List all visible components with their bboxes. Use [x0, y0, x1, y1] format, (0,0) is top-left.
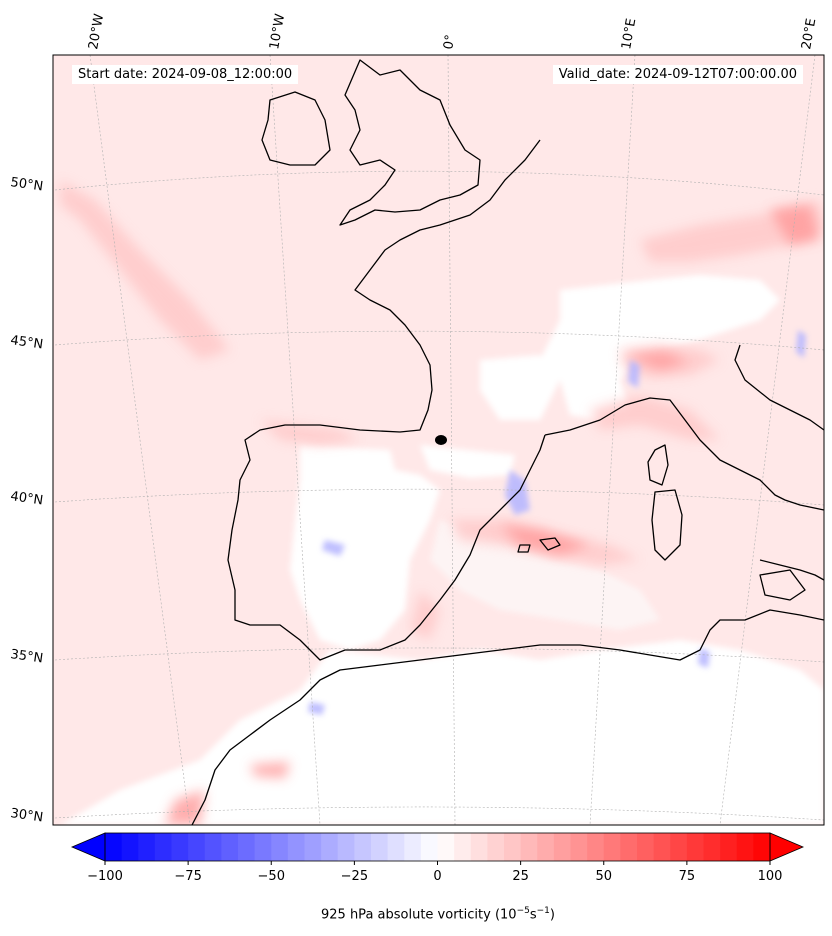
colorbar-segment [437, 833, 455, 861]
colorbar-label-exp2: −1 [536, 906, 550, 916]
colorbar-segment [254, 833, 272, 861]
colorbar-segment [753, 833, 771, 861]
colorbar-segment [271, 833, 289, 861]
valid-date-label: Valid_date: 2024-09-12T07:00:00.00 [552, 65, 803, 84]
lat-label: 50°N [9, 175, 44, 194]
colorbar-segment [105, 833, 123, 861]
colorbar-segment [337, 833, 355, 861]
colorbar-segment [603, 833, 621, 861]
colorbar-segment [487, 833, 505, 861]
colorbar-extend-high [769, 832, 805, 862]
colorbar-segment [371, 833, 389, 861]
vorticity-field [53, 55, 824, 825]
colorbar-segment [553, 833, 571, 861]
colorbar-segment [404, 833, 422, 861]
colorbar-tick-label: 100 [758, 869, 783, 884]
colorbar-segment [504, 833, 522, 861]
colorbar-segment [520, 833, 538, 861]
colorbar-segment [287, 833, 305, 861]
lat-label: 35°N [9, 647, 44, 666]
colorbar-segment [470, 833, 488, 861]
lon-label: 10°E [619, 17, 639, 50]
colorbar-label-mid: s [529, 907, 537, 923]
colorbar-label-prefix: 925 hPa absolute vorticity (10 [321, 907, 517, 923]
lat-label: 40°N [9, 489, 44, 508]
lon-label: 20°E [799, 17, 819, 50]
start-date-label: Start date: 2024-09-08_12:00:00 [72, 65, 299, 84]
colorbar-segment [121, 833, 139, 861]
colorbar-tick-label: 25 [512, 869, 529, 884]
colorbar-segment [670, 833, 688, 861]
colorbar-segment [387, 833, 405, 861]
latitude-labels: 50°N 45°N 40°N 35°N 30°N [9, 175, 44, 825]
colorbar-segment [736, 833, 754, 861]
colorbar-tick-label: −50 [258, 869, 285, 884]
colorbar-segment [238, 833, 256, 861]
lon-label: 0° [441, 34, 458, 51]
colorbar-segment [420, 833, 438, 861]
lat-label: 30°N [9, 806, 44, 825]
colorbar-label-suffix: ) [549, 907, 555, 923]
colorbar-segment [138, 833, 156, 861]
colorbar-segment [637, 833, 655, 861]
lon-label: 10°W [267, 13, 288, 51]
colorbar-tick-label: −25 [341, 869, 368, 884]
colorbar: −100 −75 −50 −25 0 25 50 75 100 [70, 832, 805, 884]
colorbar-segment [587, 833, 605, 861]
colorbar-segment [188, 833, 206, 861]
colorbar-segment [221, 833, 239, 861]
colorbar-segment [703, 833, 721, 861]
colorbar-segment [154, 833, 172, 861]
colorbar-tick-label: 0 [433, 869, 441, 884]
colorbar-tick-label: −100 [87, 869, 123, 884]
colorbar-extend-low [70, 832, 106, 862]
colorbar-tick-label: −75 [174, 869, 201, 884]
colorbar-tick-label: 50 [595, 869, 612, 884]
colorbar-segment [653, 833, 671, 861]
colorbar-tick-label: 75 [679, 869, 696, 884]
colorbar-segment [304, 833, 322, 861]
colorbar-segment [171, 833, 189, 861]
lon-label: 20°W [86, 13, 107, 51]
colorbar-segment [620, 833, 638, 861]
colorbar-segment [321, 833, 339, 861]
colorbar-segment [454, 833, 472, 861]
colorbar-segment [354, 833, 372, 861]
colorbar-segment [204, 833, 222, 861]
colorbar-segment [570, 833, 588, 861]
colorbar-segment [720, 833, 738, 861]
longitude-labels: 20°W 10°W 0° 10°E 20°E [86, 13, 819, 51]
colorbar-segment [537, 833, 555, 861]
colorbar-label-exp1: −5 [516, 906, 530, 916]
lat-label: 45°N [9, 333, 44, 352]
colorbar-label: 925 hPa absolute vorticity (10−5s−1) [0, 906, 832, 922]
colorbar-segment [686, 833, 704, 861]
